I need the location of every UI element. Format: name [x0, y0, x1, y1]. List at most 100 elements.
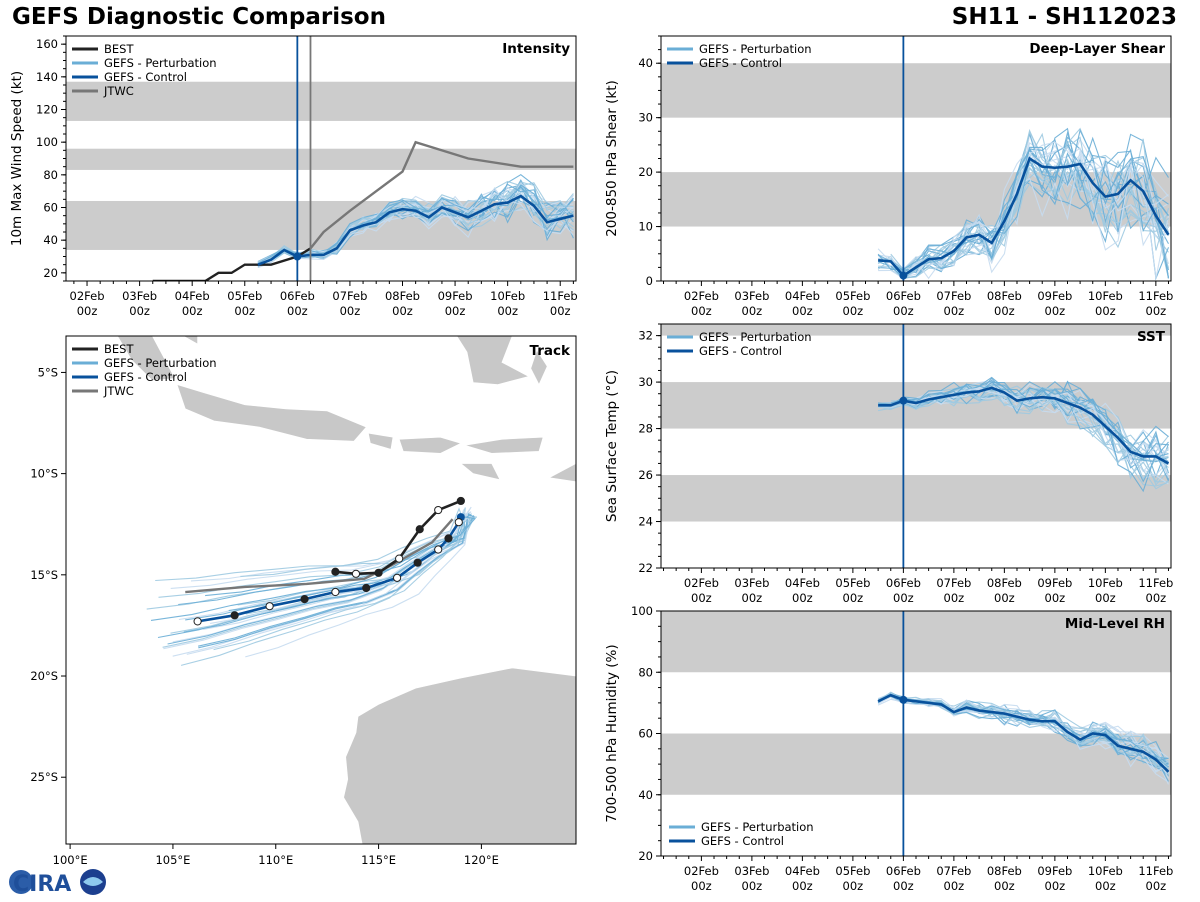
x-tick-label-hour: 00z [691, 304, 712, 318]
threshold-band [66, 81, 576, 121]
track-panel: 5°S 10°S 15°S 20°S 25°S 100°E 105°E 110°E 115°E 1… [30, 335, 577, 867]
perturbation-member-line [877, 128, 1169, 280]
best-track-point [351, 569, 361, 578]
perturbation-member-line [877, 691, 1169, 766]
x-tick-label-hour: 00z [1146, 304, 1167, 318]
y-tick-label: 28 [638, 422, 653, 436]
x-tick-label-hour: 00z [1146, 591, 1167, 605]
perturbation-track-line [155, 507, 463, 582]
y-tick-label: 40 [43, 233, 58, 247]
control-track-point [265, 602, 274, 611]
land-polygon [459, 463, 501, 481]
panel-title: Mid-Level RH [1065, 616, 1165, 632]
land-polygon [182, 336, 198, 345]
x-tick-label-date: 05Feb [835, 864, 870, 878]
lat-tick-label: 25°S [30, 770, 58, 784]
best-track-point [395, 554, 404, 563]
land-polygon [456, 336, 530, 385]
best-track-line [152, 247, 312, 281]
x-tick-label-date: 02Feb [684, 864, 719, 878]
x-tick-label-hour: 00z [742, 304, 763, 318]
threshold-band [661, 475, 1171, 522]
y-tick-label: 60 [43, 201, 58, 215]
x-tick-label-date: 11Feb [543, 289, 578, 303]
x-tick-label-date: 08Feb [987, 864, 1022, 878]
x-tick-label-date: 05Feb [835, 289, 870, 303]
lat-tick-label: 10°S [30, 467, 58, 481]
legend-label: JTWC [103, 384, 134, 398]
x-tick-label-hour: 00z [742, 591, 763, 605]
x-tick-label-date: 04Feb [175, 289, 210, 303]
y-tick-label: 140 [36, 70, 58, 84]
legend-label: JTWC [103, 84, 134, 98]
land-polygon [176, 384, 367, 442]
lat-tick-label: 5°S [38, 365, 58, 379]
x-tick-label-hour: 00z [77, 304, 98, 318]
x-tick-label-date: 04Feb [785, 576, 820, 590]
perturbation-track-line [245, 516, 470, 658]
globe-icon [9, 870, 33, 894]
perturbation-track-line [240, 507, 466, 577]
y-axis-label: Sea Surface Temp (°C) [604, 370, 620, 522]
lat-tick-label: 20°S [30, 669, 58, 683]
legend-label: GEFS - Perturbation [699, 42, 812, 56]
best-track-point [434, 505, 443, 515]
control-track-point [454, 518, 463, 527]
control-track-point [300, 595, 309, 604]
y-tick-label: 100 [631, 604, 653, 618]
legend-label: GEFS - Perturbation [104, 356, 217, 370]
cira-logo: CIRA [5, 866, 109, 902]
x-tick-label-hour: 00z [742, 879, 763, 893]
x-tick-label-hour: 00z [843, 304, 864, 318]
init-point-marker [899, 695, 908, 704]
panel-title: Deep-Layer Shear [1029, 41, 1165, 57]
init-point-marker [899, 271, 908, 280]
rh-panel: 2040608010002Feb00z03Feb00z04Feb00z05Feb… [604, 604, 1173, 893]
legend-label: GEFS - Control [104, 370, 187, 384]
x-tick-label-hour: 00z [287, 304, 308, 318]
control-track-point [230, 611, 239, 620]
land-polygon [117, 336, 176, 381]
perturbation-track-line [170, 516, 473, 589]
y-tick-label: 30 [638, 111, 653, 125]
threshold-band [661, 611, 1171, 673]
perturbation-track-line [186, 516, 467, 655]
plot-area [661, 324, 1171, 522]
control-track-point [193, 617, 202, 626]
x-tick-label-date: 03Feb [734, 576, 769, 590]
x-tick-label-hour: 00z [944, 591, 965, 605]
x-tick-label-hour: 00z [1095, 879, 1116, 893]
perturbation-track-line [167, 516, 476, 645]
perturbation-member-line [890, 128, 1170, 274]
y-axis-label: 700-500 hPa Humidity (%) [604, 644, 620, 822]
lon-tick-label: 115°E [361, 853, 396, 867]
y-tick-label: 30 [638, 375, 653, 389]
x-tick-label-date: 02Feb [70, 289, 105, 303]
x-tick-label-hour: 00z [792, 879, 813, 893]
land-polygon [398, 436, 462, 454]
perturbation-member-line [270, 186, 574, 259]
control-track-point [362, 583, 371, 593]
x-tick-label-hour: 00z [1045, 879, 1066, 893]
y-axis-label: 10m Max Wind Speed (kt) [9, 71, 25, 246]
shear-panel: 01020304002Feb00z03Feb00z04Feb00z05Feb00… [604, 35, 1173, 318]
swirl-icon [83, 877, 103, 886]
perturbation-member-line [890, 380, 1169, 464]
x-tick-label-date: 03Feb [122, 289, 157, 303]
x-tick-label-date: 02Feb [684, 576, 719, 590]
logo-graphic: CIRA [9, 869, 106, 897]
map-area [117, 336, 576, 844]
perturbation-track-line [198, 513, 475, 649]
init-point-marker [293, 252, 302, 261]
logo-wordmark: CIRA [13, 872, 71, 897]
plot-area [66, 81, 576, 281]
x-tick-label-hour: 00z [691, 879, 712, 893]
y-tick-label: 22 [638, 561, 653, 575]
x-tick-label-date: 04Feb [785, 864, 820, 878]
x-tick-label-hour: 00z [994, 879, 1015, 893]
legend-label: BEST [104, 342, 134, 356]
panel-title: Intensity [502, 41, 570, 57]
land-polygon [530, 349, 548, 386]
legend-label: GEFS - Control [699, 344, 782, 358]
legend-label: GEFS - Perturbation [701, 820, 814, 834]
